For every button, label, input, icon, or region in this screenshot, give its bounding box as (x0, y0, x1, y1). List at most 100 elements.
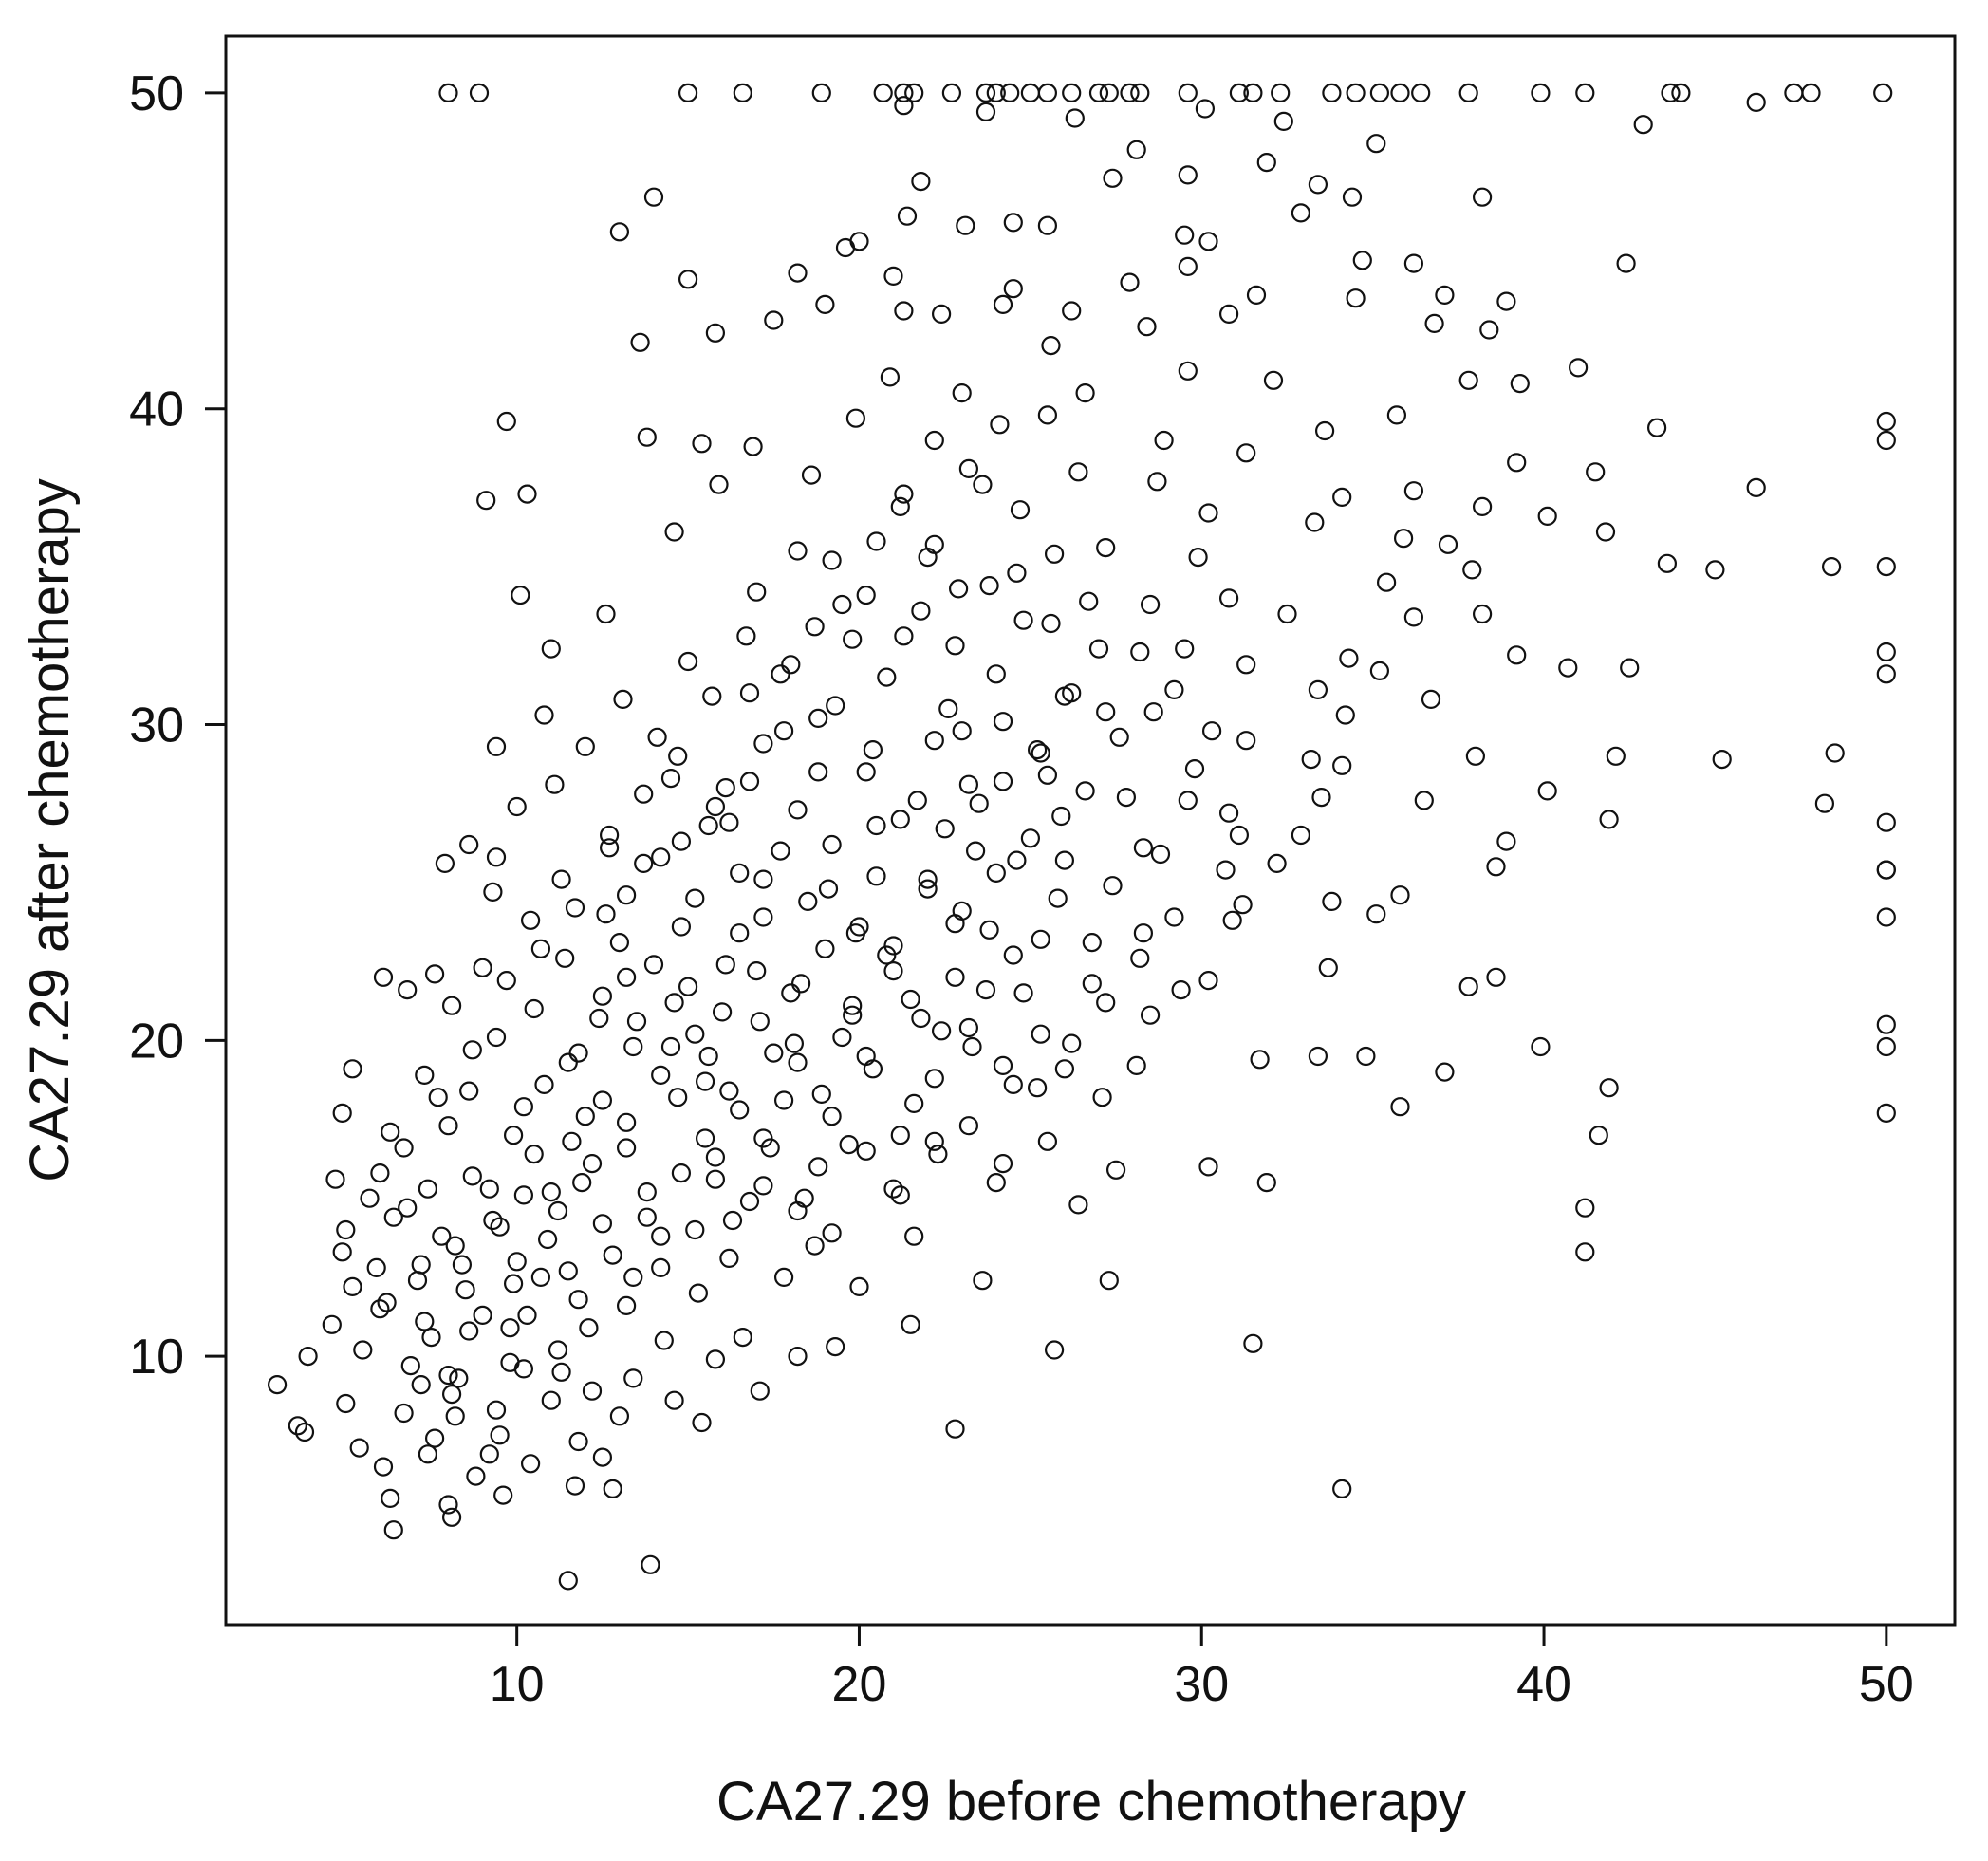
data-point (773, 1267, 794, 1288)
data-point (702, 686, 722, 706)
data-point (753, 1176, 773, 1196)
data-point (678, 651, 698, 672)
data-point (990, 415, 1010, 435)
data-point (1096, 537, 1116, 558)
data-point (432, 1226, 452, 1246)
data-point (945, 1419, 965, 1439)
data-point (856, 1141, 876, 1161)
data-point (1178, 361, 1198, 381)
data-point (1308, 1046, 1328, 1067)
data-point (496, 411, 516, 432)
data-point (1876, 1014, 1896, 1034)
data-point (1339, 648, 1359, 668)
data-point (1465, 746, 1486, 766)
data-point (1705, 560, 1725, 580)
data-point (1178, 256, 1198, 276)
data-point (520, 910, 541, 930)
x-axis-label: CA27.29 before chemotherapy (716, 1771, 1466, 1833)
data-point (918, 879, 938, 899)
data-point (517, 484, 537, 504)
data-point (493, 1485, 513, 1505)
data-point (1003, 279, 1023, 299)
data-point (524, 998, 544, 1019)
data-point (1109, 727, 1129, 747)
data-point (894, 301, 914, 321)
data-point (753, 734, 773, 754)
data-point (931, 304, 952, 324)
data-point (513, 1185, 534, 1205)
data-point (1044, 1340, 1065, 1360)
data-point (894, 83, 914, 103)
data-point (1150, 844, 1171, 865)
data-point (1010, 500, 1031, 520)
data-point (993, 1153, 1013, 1174)
data-point (1458, 370, 1478, 390)
x-tick-label: 20 (832, 1657, 887, 1712)
data-point (517, 1305, 537, 1326)
data-point (924, 1131, 944, 1151)
data-point (637, 1207, 657, 1227)
data-point (788, 1346, 808, 1367)
data-point (1376, 572, 1397, 592)
data-point (486, 1027, 507, 1048)
data-point (637, 1182, 657, 1202)
data-point (1458, 83, 1478, 103)
data-point (1178, 83, 1198, 103)
data-point (1054, 1059, 1075, 1079)
data-point (486, 847, 507, 867)
data-point (1233, 895, 1253, 915)
data-point (832, 1027, 852, 1048)
data-point (1825, 743, 1845, 763)
data-point (692, 434, 712, 454)
data-point (1390, 83, 1410, 103)
data-point (541, 639, 561, 659)
data-point (866, 866, 886, 886)
data-point (1037, 1131, 1058, 1151)
data-point (1027, 739, 1048, 760)
data-point (381, 1488, 400, 1509)
data-point (1393, 529, 1414, 549)
data-point (883, 1179, 903, 1199)
data-point (832, 594, 852, 615)
x-tick-label: 30 (1174, 1657, 1229, 1712)
data-point (1020, 828, 1041, 848)
data-point (1054, 850, 1075, 870)
data-point (1332, 1479, 1352, 1499)
data-point (1462, 560, 1482, 580)
data-point (808, 708, 828, 729)
data-point (1195, 99, 1216, 119)
data-point (845, 408, 866, 428)
data-point (771, 841, 790, 861)
data-point (975, 102, 996, 122)
data-point (753, 1128, 773, 1148)
data-point (486, 1400, 507, 1420)
data-point (1746, 477, 1766, 498)
data-point (843, 629, 863, 649)
y-tick-label: 20 (129, 1014, 184, 1069)
data-point (582, 1153, 603, 1174)
data-point (924, 430, 944, 451)
data-point (678, 977, 698, 996)
data-point (1438, 534, 1458, 554)
data-point (1178, 791, 1198, 810)
data-point (462, 1166, 482, 1186)
data-point (541, 1182, 561, 1202)
data-point (558, 1052, 578, 1072)
data-point (692, 1412, 712, 1433)
data-point (1088, 83, 1109, 103)
data-point (592, 1214, 613, 1234)
data-point (894, 96, 914, 116)
data-point (1031, 929, 1050, 949)
data-point (596, 904, 616, 924)
data-point (1130, 83, 1150, 103)
data-point (788, 1052, 808, 1072)
data-point (336, 1393, 356, 1414)
data-point (534, 1074, 554, 1095)
data-point (1616, 253, 1636, 273)
data-point (722, 1210, 743, 1231)
data-point (421, 1327, 441, 1348)
data-point (616, 1295, 637, 1316)
data-point (904, 1226, 924, 1246)
data-point (373, 1457, 394, 1477)
data-point (695, 1071, 715, 1091)
